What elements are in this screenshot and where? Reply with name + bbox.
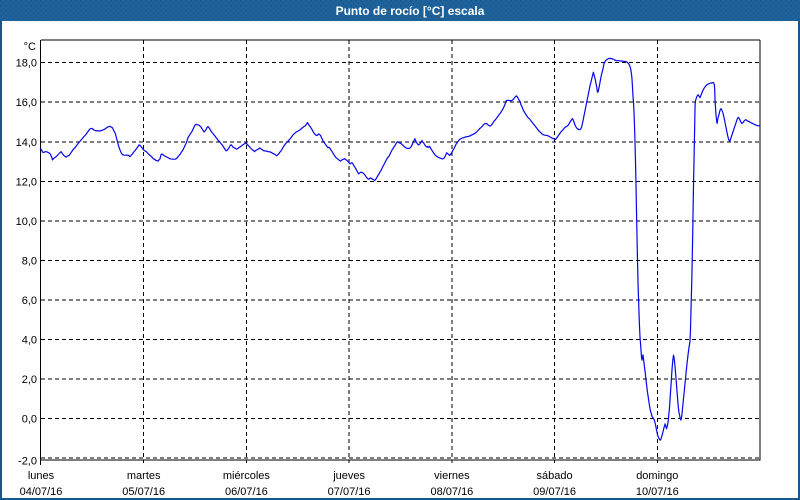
- svg-text:05/07/16: 05/07/16: [122, 486, 165, 498]
- svg-text:-2,0: -2,0: [18, 456, 37, 468]
- svg-text:domingo: domingo: [636, 470, 678, 482]
- svg-text:miércoles: miércoles: [223, 470, 271, 482]
- svg-text:04/07/16: 04/07/16: [20, 486, 63, 498]
- svg-text:18,0: 18,0: [16, 58, 37, 70]
- svg-text:10/07/16: 10/07/16: [636, 486, 679, 498]
- svg-text:2,0: 2,0: [22, 374, 37, 386]
- svg-text:16,0: 16,0: [16, 97, 37, 109]
- svg-text:viernes: viernes: [434, 470, 470, 482]
- svg-text:10,0: 10,0: [16, 216, 37, 228]
- svg-text:6,0: 6,0: [22, 295, 37, 307]
- svg-text:07/07/16: 07/07/16: [328, 486, 371, 498]
- svg-text:jueves: jueves: [332, 470, 365, 482]
- svg-text:09/07/16: 09/07/16: [533, 486, 576, 498]
- svg-text:lunes: lunes: [28, 470, 55, 482]
- svg-text:12,0: 12,0: [16, 176, 37, 188]
- svg-text:martes: martes: [127, 470, 161, 482]
- svg-text:06/07/16: 06/07/16: [225, 486, 268, 498]
- svg-text:08/07/16: 08/07/16: [430, 486, 473, 498]
- svg-text:°C: °C: [24, 41, 36, 53]
- svg-text:8,0: 8,0: [22, 255, 37, 267]
- svg-text:sábado: sábado: [537, 470, 573, 482]
- svg-text:14,0: 14,0: [16, 137, 37, 149]
- svg-text:4,0: 4,0: [22, 334, 37, 346]
- svg-text:0,0: 0,0: [22, 414, 37, 426]
